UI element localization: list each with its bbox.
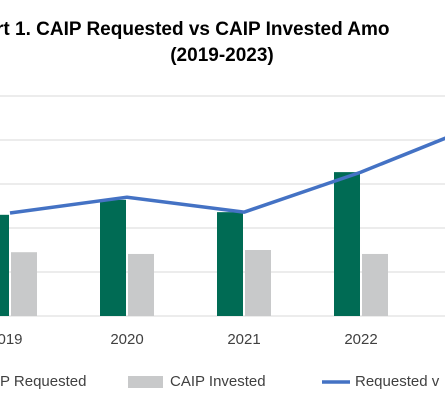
legend-swatch	[128, 376, 163, 388]
x-tick-label: 2022	[344, 331, 377, 348]
x-tick-label: 019	[0, 331, 23, 348]
legend-label: P Requested	[0, 373, 86, 390]
bar	[245, 250, 271, 316]
x-tick-label: 2021	[227, 331, 260, 348]
bar	[11, 252, 37, 316]
x-tick-label: 2020	[110, 331, 143, 348]
bar	[217, 212, 243, 316]
chart-title: rt 1. CAIP Requested vs CAIP Invested Am…	[0, 19, 390, 40]
legend-label: CAIP Invested	[170, 373, 266, 390]
line	[9, 136, 445, 215]
bar	[0, 214, 9, 316]
bar	[334, 172, 360, 316]
bar	[100, 199, 126, 316]
chart-subtitle: (2019-2023)	[170, 45, 274, 66]
bar	[362, 253, 388, 316]
legend-label: Requested v	[355, 373, 440, 390]
bar	[128, 253, 154, 316]
